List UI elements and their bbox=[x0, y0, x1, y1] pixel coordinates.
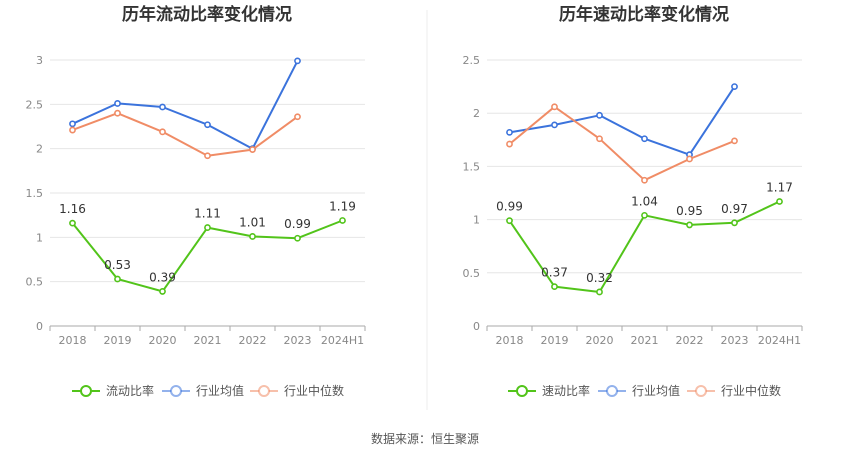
y-tick-label: 1.5 bbox=[463, 160, 481, 173]
y-tick-label: 2 bbox=[473, 107, 480, 120]
data-point bbox=[69, 126, 76, 134]
data-point bbox=[159, 288, 166, 295]
legend-label: 行业中位数 bbox=[721, 383, 781, 398]
x-tick-label: 2018 bbox=[496, 334, 524, 347]
data-point bbox=[249, 146, 256, 153]
data-point bbox=[294, 113, 301, 121]
data-label: 0.99 bbox=[284, 217, 311, 231]
y-tick-label: 0.5 bbox=[463, 267, 481, 280]
data-point bbox=[596, 111, 603, 119]
legend-swatch-marker bbox=[695, 385, 707, 397]
data-label: 0.37 bbox=[541, 266, 568, 280]
y-tick-label: 1 bbox=[473, 214, 480, 227]
data-point bbox=[686, 155, 693, 163]
legend-swatch-marker bbox=[170, 385, 182, 397]
data-point bbox=[731, 83, 738, 90]
data-point bbox=[204, 224, 211, 231]
data-label: 0.97 bbox=[721, 202, 748, 216]
x-tick-label: 2021 bbox=[194, 334, 222, 347]
legend-label: 行业中位数 bbox=[284, 383, 344, 398]
data-source-note: 数据来源：恒生聚源 bbox=[371, 431, 479, 446]
legend-label: 行业均值 bbox=[196, 383, 244, 398]
legend-label: 行业均值 bbox=[632, 383, 680, 398]
data-point bbox=[776, 198, 783, 205]
x-tick-label: 2018 bbox=[59, 334, 87, 347]
data-point bbox=[339, 217, 346, 224]
data-point bbox=[686, 221, 693, 229]
data-label: 0.53 bbox=[104, 258, 131, 272]
data-label: 1.04 bbox=[631, 194, 658, 208]
legend-swatch-marker bbox=[80, 385, 92, 397]
data-point bbox=[506, 128, 513, 136]
data-point bbox=[294, 57, 301, 65]
x-tick-label: 2020 bbox=[586, 334, 614, 347]
data-point bbox=[204, 121, 211, 129]
data-label: 1.01 bbox=[239, 215, 266, 229]
data-point bbox=[114, 109, 121, 117]
legend-swatch-marker bbox=[516, 385, 528, 397]
data-point bbox=[641, 211, 648, 219]
series-line-1 bbox=[509, 86, 736, 156]
x-tick-label: 2024H1 bbox=[321, 334, 364, 347]
data-point bbox=[731, 137, 738, 145]
data-point bbox=[506, 140, 513, 148]
data-label: 0.39 bbox=[149, 270, 176, 284]
chart-title-2: 历年速动比率变化情况 bbox=[559, 4, 729, 25]
data-point bbox=[159, 103, 166, 111]
y-tick-label: 1.5 bbox=[26, 187, 44, 200]
data-label: 1.16 bbox=[59, 202, 86, 216]
data-point bbox=[506, 217, 513, 225]
x-tick-label: 2023 bbox=[284, 334, 312, 347]
x-tick-label: 2021 bbox=[631, 334, 659, 347]
legend-label: 流动比率 bbox=[106, 383, 154, 398]
y-tick-label: 2 bbox=[36, 143, 43, 156]
data-point bbox=[204, 152, 211, 160]
data-point bbox=[69, 120, 76, 128]
series-line-1 bbox=[72, 60, 299, 150]
data-point bbox=[551, 283, 558, 291]
data-label: 0.99 bbox=[496, 200, 523, 214]
data-label: 0.32 bbox=[586, 271, 613, 285]
data-point bbox=[596, 288, 603, 296]
legend-swatch-marker bbox=[258, 385, 270, 397]
x-tick-label: 2020 bbox=[149, 334, 177, 347]
x-tick-label: 2024H1 bbox=[758, 334, 801, 347]
y-tick-label: 2.5 bbox=[463, 54, 481, 67]
series-line-2 bbox=[72, 112, 299, 157]
data-point bbox=[114, 275, 121, 283]
y-tick-label: 0 bbox=[36, 320, 43, 333]
data-label: 1.11 bbox=[194, 207, 221, 221]
data-label: 0.95 bbox=[676, 204, 703, 218]
legend-label: 速动比率 bbox=[542, 383, 590, 398]
data-point bbox=[551, 121, 558, 129]
data-point bbox=[551, 103, 558, 111]
x-tick-label: 2019 bbox=[541, 334, 569, 347]
chart-title-1: 历年流动比率变化情况 bbox=[122, 4, 292, 25]
data-point bbox=[114, 100, 121, 107]
data-label: 1.17 bbox=[766, 181, 793, 195]
x-tick-label: 2022 bbox=[676, 334, 704, 347]
data-point bbox=[596, 135, 603, 143]
y-tick-label: 0 bbox=[473, 320, 480, 333]
data-point bbox=[159, 128, 166, 136]
data-point bbox=[249, 233, 256, 240]
data-point bbox=[69, 219, 76, 227]
x-tick-label: 2023 bbox=[721, 334, 749, 347]
data-point bbox=[294, 234, 301, 242]
series-line-2 bbox=[508, 105, 735, 182]
y-tick-label: 0.5 bbox=[26, 276, 44, 289]
legend-swatch-marker bbox=[606, 385, 618, 397]
data-label: 1.19 bbox=[329, 199, 356, 213]
data-point bbox=[641, 135, 648, 143]
y-tick-label: 3 bbox=[36, 54, 43, 67]
data-point bbox=[731, 219, 738, 227]
x-tick-label: 2022 bbox=[239, 334, 267, 347]
data-point bbox=[641, 176, 648, 184]
y-tick-label: 1 bbox=[36, 231, 43, 244]
y-tick-label: 2.5 bbox=[26, 98, 44, 111]
x-tick-label: 2019 bbox=[104, 334, 132, 347]
